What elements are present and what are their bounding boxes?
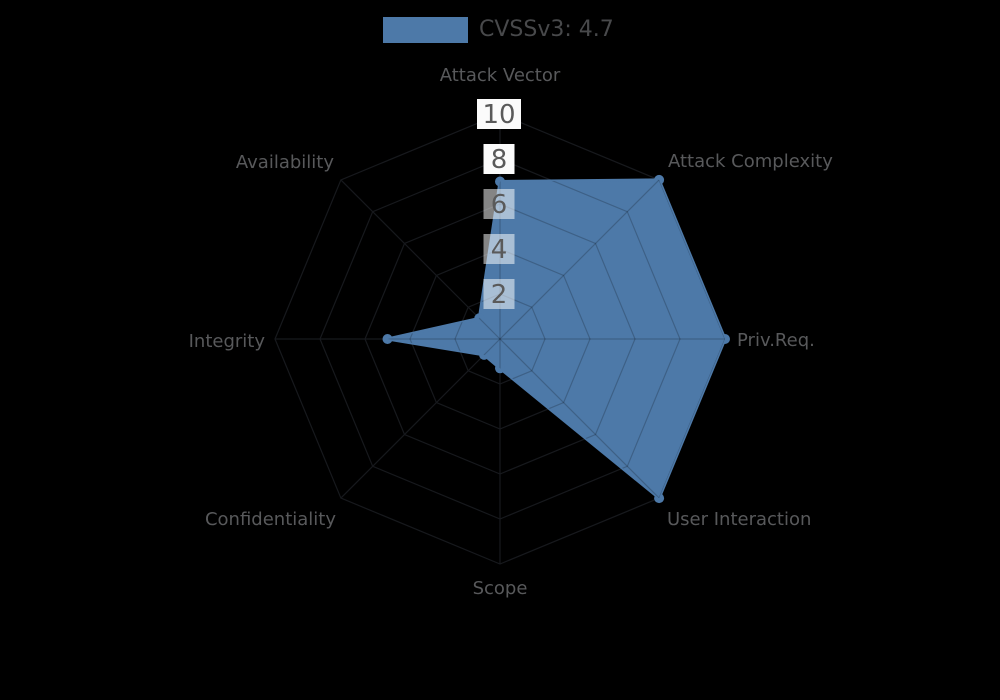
grid-ring <box>387 179 681 499</box>
tick-label-4: 4 <box>491 235 508 265</box>
data-point-confidentiality <box>479 349 490 360</box>
axis-label-attack-complexity: Attack Complexity <box>668 151 833 172</box>
axis-label-user-interaction: User Interaction <box>667 509 811 530</box>
tick-box-8 <box>483 144 515 174</box>
data-point-scope <box>495 363 505 374</box>
tick-label-10: 10 <box>482 100 515 130</box>
tick-box-4 <box>483 234 515 264</box>
axis-label-confidentiality: Confidentiality <box>205 509 336 530</box>
data-point-availability <box>474 313 485 324</box>
data-point-attack-vector <box>495 176 505 187</box>
axis-label-integrity: Integrity <box>189 331 266 352</box>
tick-label-8: 8 <box>491 145 508 175</box>
data-point-integrity <box>382 334 393 344</box>
axis-label-availability: Availability <box>236 152 334 173</box>
legend: CVSSv3: 4.7 <box>383 17 614 43</box>
tick-box-6 <box>483 189 515 219</box>
grid-spoke <box>340 338 501 499</box>
legend-label: CVSSv3: 4.7 <box>479 17 614 42</box>
tick-label-6: 6 <box>491 190 508 220</box>
axis-label-scope: Scope <box>473 578 528 599</box>
grid-ring <box>387 179 725 499</box>
tick-box-10 <box>477 99 521 129</box>
axis-label-attack-vector: Attack Vector <box>440 65 561 86</box>
data-point-user-interaction <box>654 493 665 504</box>
data-point-priv-req <box>720 334 730 344</box>
axis-label-priv-req: Priv.Req. <box>737 330 815 351</box>
tick-label-2: 2 <box>491 280 508 310</box>
legend-swatch <box>383 17 468 43</box>
grid-spoke <box>340 179 501 340</box>
data-point-attack-complexity <box>654 174 665 185</box>
tick-box-2 <box>483 279 515 309</box>
grid-spoke <box>499 179 660 340</box>
grid-spoke <box>499 338 660 499</box>
